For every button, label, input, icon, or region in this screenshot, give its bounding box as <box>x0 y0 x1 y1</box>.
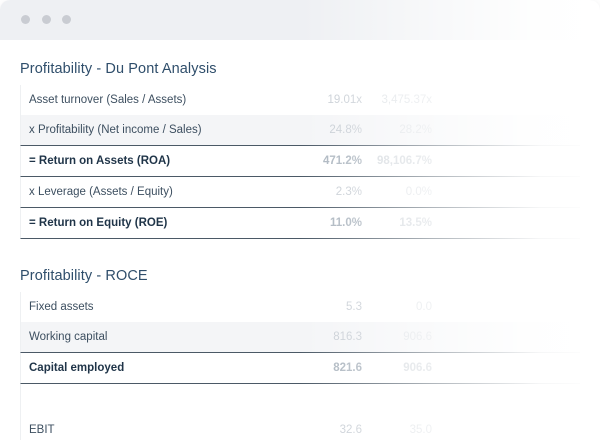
row-value-2: 0.0% <box>405 186 432 198</box>
row-value-2: 3,475.37x <box>381 94 432 106</box>
roce-section-title: Profitability - ROCE <box>20 268 148 284</box>
row-value-1: 11.0% <box>330 217 362 229</box>
minimize-window-button[interactable] <box>42 15 51 24</box>
row-value-2: 906.6 <box>403 331 432 343</box>
row-value-1: 32.6 <box>339 424 362 436</box>
row-value-2: 35.0 <box>409 424 432 436</box>
table-row[interactable]: x Leverage (Assets / Equity) 2.3% 0.0% <box>20 177 580 207</box>
close-window-button[interactable] <box>21 15 30 24</box>
row-label: Working capital <box>29 331 108 343</box>
row-label: EBIT <box>29 424 55 436</box>
row-value-1: 471.2% <box>322 155 362 167</box>
row-value-2: 906.6 <box>403 362 432 374</box>
table-row-spacer <box>20 384 580 415</box>
row-value-2: 28.2% <box>399 124 432 136</box>
table-row-total[interactable]: = Return on Equity (ROE) 11.0% 13.5% <box>20 207 580 239</box>
row-label: = Return on Assets (ROA) <box>29 155 171 167</box>
row-value-1: 821.6 <box>333 362 362 374</box>
row-label: x Leverage (Assets / Equity) <box>29 186 173 198</box>
table-row[interactable]: EBIT 32.6 35.0 <box>20 415 580 440</box>
maximize-window-button[interactable] <box>62 15 71 24</box>
row-label: Capital employed <box>29 362 125 374</box>
table-row[interactable]: Fixed assets 5.3 0.0 <box>20 292 580 322</box>
row-label: Fixed assets <box>29 301 94 313</box>
row-value-1: 24.8% <box>329 124 362 136</box>
table-row-total[interactable]: Capital employed 821.6 906.6 <box>20 352 580 384</box>
row-value-2: 0.0 <box>416 301 432 313</box>
table-row[interactable]: Working capital 816.3 906.6 <box>20 322 580 352</box>
dupont-section-title: Profitability - Du Pont Analysis <box>20 61 217 77</box>
row-value-1: 816.3 <box>333 331 362 343</box>
row-value-1: 2.3% <box>335 186 362 198</box>
row-value-2: 98,106.7% <box>377 155 432 167</box>
row-label: = Return on Equity (ROE) <box>29 217 168 229</box>
window-titlebar <box>0 0 600 40</box>
row-label: Asset turnover (Sales / Assets) <box>29 94 187 106</box>
row-value-1: 5.3 <box>346 301 362 313</box>
dupont-table: Asset turnover (Sales / Assets) 19.01x 3… <box>20 85 580 239</box>
table-row-total[interactable]: = Return on Assets (ROA) 471.2% 98,106.7… <box>20 145 580 177</box>
row-value-1: 19.01x <box>327 94 362 106</box>
table-row[interactable]: x Profitability (Net income / Sales) 24.… <box>20 115 580 145</box>
row-value-2: 13.5% <box>399 217 432 229</box>
roce-table: Fixed assets 5.3 0.0 Working capital 816… <box>20 292 580 440</box>
table-row[interactable]: Asset turnover (Sales / Assets) 19.01x 3… <box>20 85 580 115</box>
row-label: x Profitability (Net income / Sales) <box>29 124 202 136</box>
